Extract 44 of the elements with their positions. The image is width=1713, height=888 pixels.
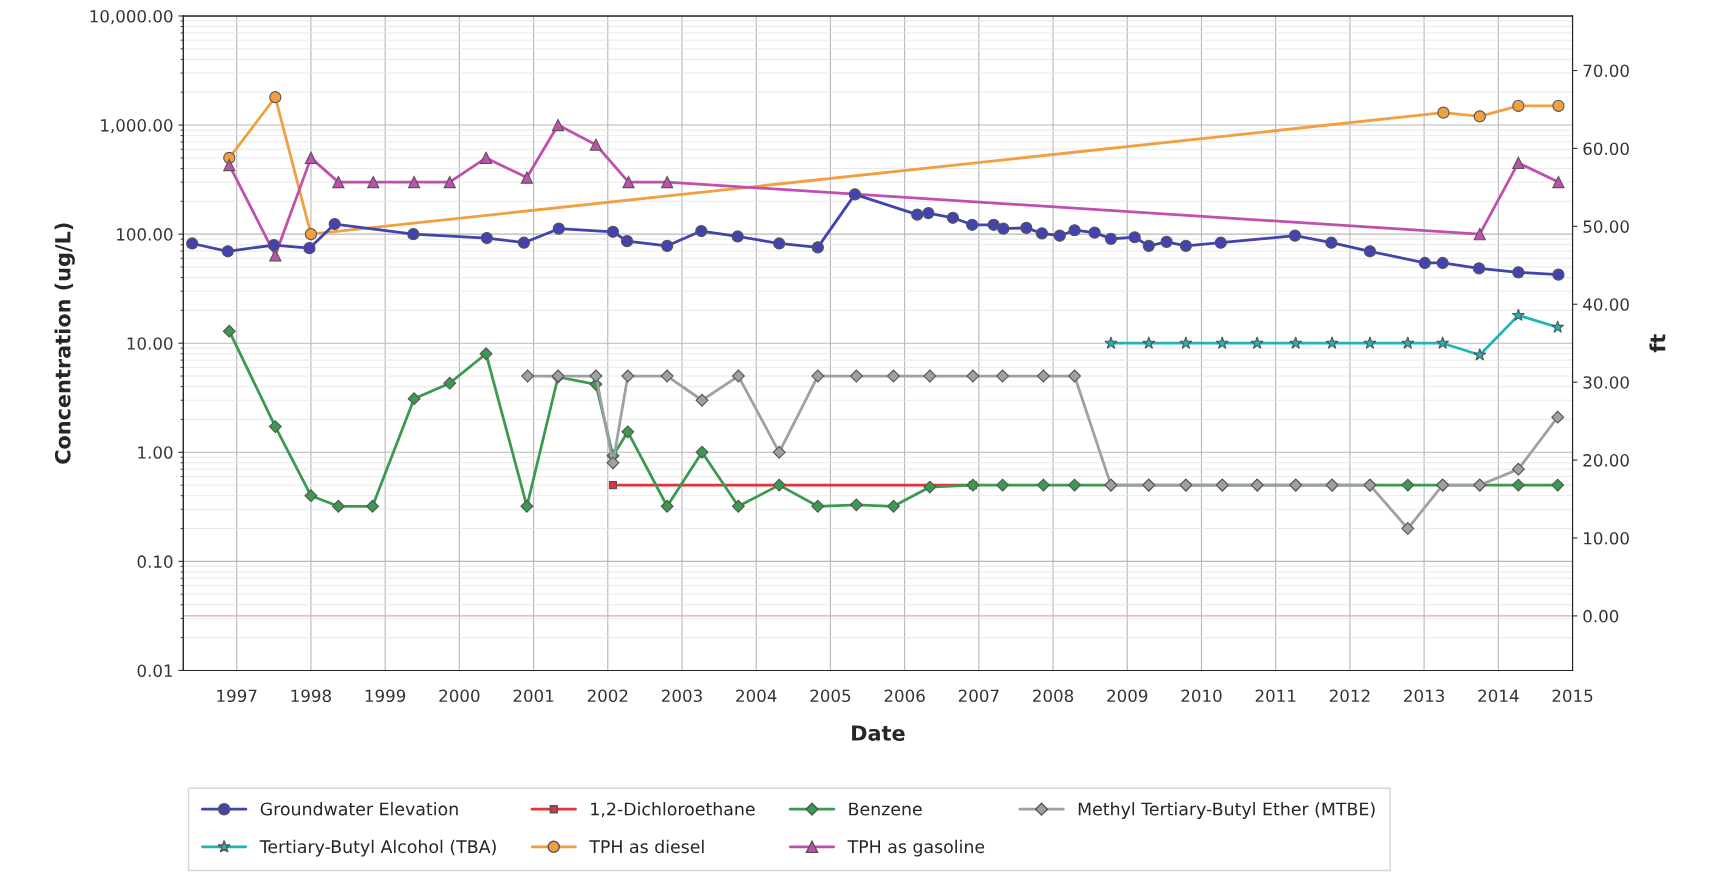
x-axis-title: Date — [852, 725, 905, 741]
x-tick-label: 2012 — [1329, 689, 1370, 703]
x-tick-label: 2014 — [1478, 689, 1519, 703]
x-tick-label: 2001 — [513, 689, 554, 703]
y2-tick-label: 30.00 — [1583, 376, 1629, 389]
y2-tick-label: 20.00 — [1583, 454, 1629, 467]
x-tick-label: 2004 — [736, 689, 777, 703]
x-tick-label: 2003 — [662, 689, 702, 703]
y-tick-label: 10.00 — [127, 337, 173, 350]
y2-tick-label: 40.00 — [1583, 298, 1629, 311]
legend-label: Tertiary-Butyl Alcohol (TBA) — [259, 839, 496, 857]
y-tick-label: 0.01 — [137, 664, 173, 678]
x-tick-label: 1997 — [217, 689, 257, 703]
y2-axis-title: ft — [1649, 334, 1666, 353]
legend-label: TPH as diesel — [589, 839, 704, 854]
x-tick-label: 2006 — [884, 689, 925, 703]
y2-tick-label: 70.00 — [1583, 64, 1629, 78]
x-tick-label: 2000 — [439, 689, 480, 703]
x-tick-label: 2007 — [958, 689, 999, 703]
x-tick-label: 2002 — [587, 689, 628, 703]
y-tick-label: 10,000.00 — [90, 9, 173, 25]
legend-label: Benzene — [849, 802, 922, 816]
x-tick-label: 1998 — [291, 689, 331, 703]
x-tick-label: 1999 — [365, 689, 406, 703]
y-tick-label: 100.00 — [117, 228, 173, 241]
x-tick-label: 2011 — [1255, 689, 1296, 703]
y-tick-label: 1.00 — [138, 446, 173, 459]
x-tick-label: 2005 — [810, 689, 851, 703]
y2-tick-label: 50.00 — [1583, 220, 1629, 233]
legend-label: TPH as gasoline — [847, 839, 985, 857]
y-tick-label: 1,000.00 — [101, 119, 173, 134]
y-tick-label: 0.10 — [137, 555, 173, 568]
x-tick-label: 2009 — [1107, 689, 1148, 703]
y2-tick-label: 0.00 — [1583, 609, 1619, 623]
legend-label: 1,2-Dichloroethane — [591, 802, 755, 818]
legend-label: Methyl Tertiary-Butyl Ether (MTBE) — [1078, 802, 1375, 819]
x-tick-label: 2013 — [1404, 689, 1444, 703]
x-tick-label: 2008 — [1033, 689, 1074, 703]
legend-label: Groundwater Elevation — [260, 802, 458, 816]
x-tick-label: 2015 — [1552, 689, 1593, 703]
y2-tick-label: 10.00 — [1584, 531, 1629, 545]
x-tick-label: 2010 — [1181, 689, 1222, 703]
y2-tick-label: 60.00 — [1583, 142, 1629, 155]
y-axis-title: Concentration (ug/L) — [54, 223, 75, 464]
